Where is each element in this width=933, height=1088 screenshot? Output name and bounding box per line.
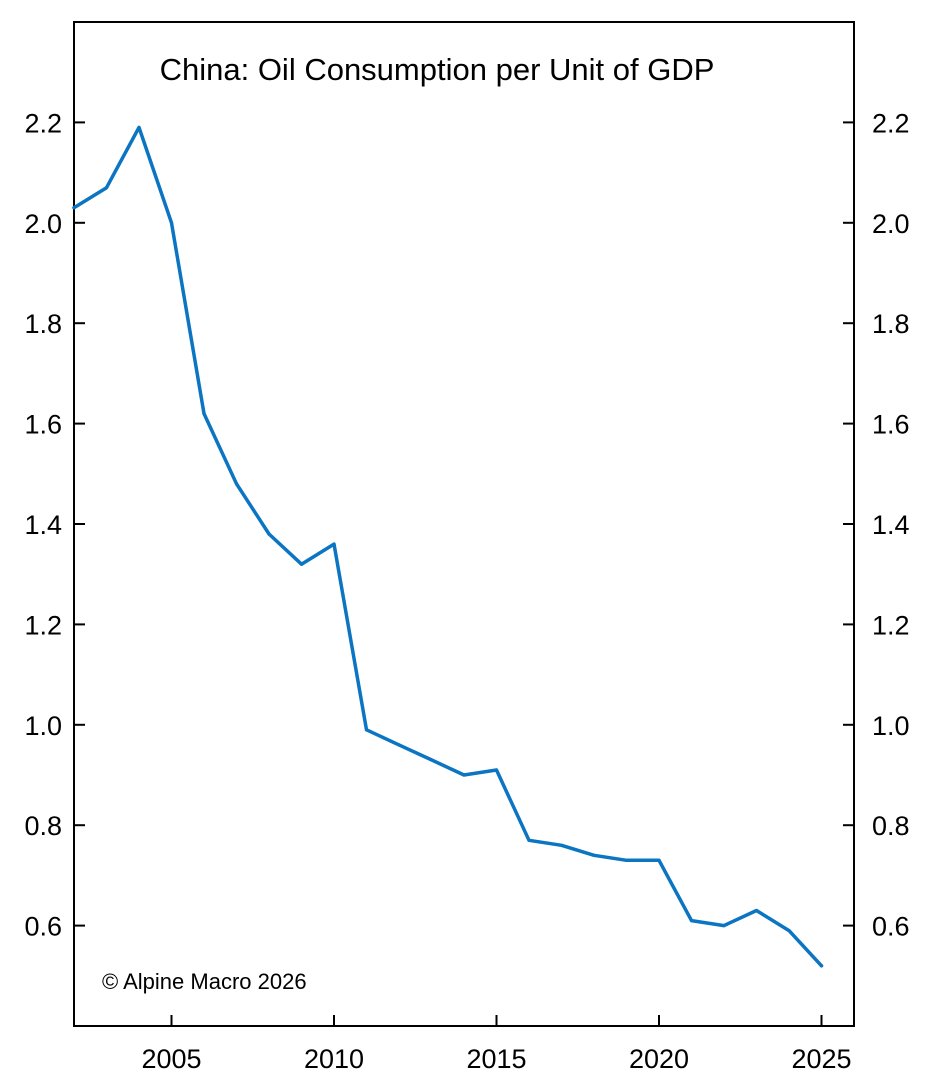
x-tick-label: 2025 — [791, 1044, 851, 1074]
y-tick-label-left: 0.6 — [24, 912, 62, 942]
y-tick-label-left: 1.4 — [24, 510, 62, 540]
x-tick-label: 2020 — [629, 1044, 689, 1074]
y-tick-label-right: 1.8 — [872, 309, 910, 339]
data-point — [234, 482, 239, 486]
y-tick-label-right: 1.0 — [872, 711, 910, 741]
data-point — [332, 542, 336, 546]
data-point — [72, 206, 76, 210]
y-tick-label-left: 1.0 — [24, 711, 62, 741]
y-tick-label-left: 0.8 — [24, 811, 62, 841]
y-tick-label-left: 1.2 — [24, 610, 62, 640]
y-tick-label-right: 2.2 — [872, 108, 910, 138]
data-point — [104, 186, 109, 190]
y-tick-label-left: 1.6 — [24, 410, 62, 440]
y-tick-label-right: 1.6 — [872, 410, 910, 440]
data-point — [169, 221, 174, 225]
data-point — [364, 728, 369, 732]
x-tick-label: 2015 — [466, 1044, 526, 1074]
x-tick-label: 2005 — [141, 1044, 201, 1074]
y-tick-label-right: 1.4 — [872, 510, 910, 540]
data-point — [462, 773, 466, 777]
y-tick-label-left: 2.0 — [24, 209, 62, 239]
data-point — [657, 858, 661, 862]
data-point — [754, 908, 759, 913]
y-tick-label-left: 2.2 — [24, 108, 62, 138]
data-point — [722, 924, 726, 928]
data-point — [592, 853, 596, 857]
data-point — [397, 743, 401, 747]
series-layer — [72, 125, 824, 968]
y-axis-left: 0.6 0.8 1.0 1.2 1.4 1.6 1.8 2.0 2.2 — [24, 108, 85, 942]
data-point — [299, 562, 304, 566]
x-axis: 2005 2010 2015 2020 2025 — [141, 1015, 852, 1074]
data-point — [267, 532, 271, 536]
y-tick-label-right: 0.6 — [872, 912, 910, 942]
chart-title: China: Oil Consumption per Unit of GDP — [160, 52, 715, 87]
y-tick-label-right: 0.8 — [872, 811, 910, 841]
y-tick-label-right: 2.0 — [872, 209, 910, 239]
y-axis-right: 0.6 0.8 1.0 1.2 1.4 1.6 1.8 2.0 2.2 — [843, 108, 910, 942]
y-tick-label-left: 1.8 — [24, 309, 62, 339]
x-tick-label: 2010 — [304, 1044, 364, 1074]
data-point — [689, 918, 694, 923]
data-point — [137, 125, 141, 130]
data-point — [819, 964, 824, 968]
data-point — [559, 843, 564, 847]
data-point — [429, 758, 434, 762]
plot-frame — [73, 21, 855, 1027]
y-tick-label-right: 1.2 — [872, 610, 910, 640]
series-line — [72, 125, 824, 968]
data-point — [494, 768, 499, 772]
data-point — [624, 858, 629, 862]
data-point — [527, 838, 531, 842]
copyright-annotation: © Alpine Macro 2026 — [102, 969, 307, 994]
data-point — [787, 929, 791, 933]
data-point — [202, 411, 206, 416]
